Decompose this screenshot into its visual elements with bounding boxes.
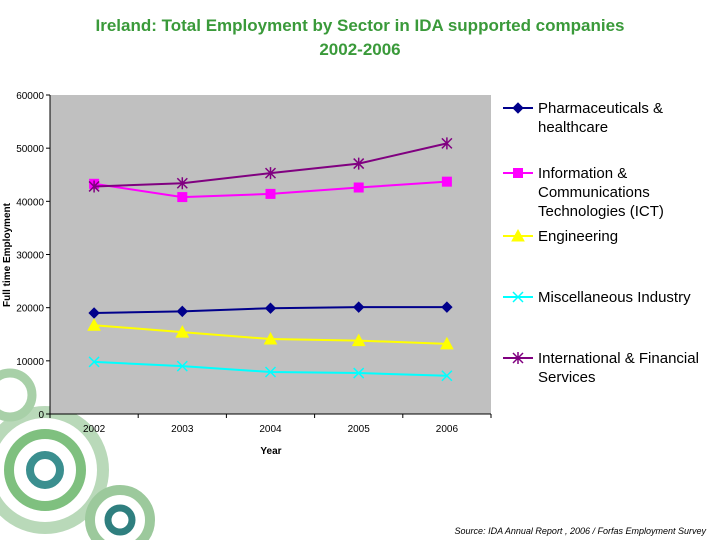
data-point <box>88 356 100 368</box>
y-tick-label: 50000 <box>16 144 44 155</box>
data-point <box>441 176 452 187</box>
legend-label-line: Technologies (ICT) <box>538 203 664 220</box>
data-point <box>177 192 188 203</box>
data-point <box>88 180 100 193</box>
legend-entry: International & Financial Services <box>503 350 699 386</box>
chart-title: Ireland: Total Employment by Sector in I… <box>0 14 720 62</box>
chart-subtitle: 2002-2006 <box>319 40 401 59</box>
data-point <box>441 370 453 382</box>
legend-label: Pharmaceuticals & healthcare <box>538 100 663 136</box>
legend-marker <box>512 102 524 114</box>
legend-entry: Information & Communications Technologies … <box>503 165 664 220</box>
data-point <box>441 301 453 313</box>
data-point <box>440 336 454 350</box>
series-5 <box>88 137 453 193</box>
legend-label: International & Financial Services <box>538 350 699 386</box>
x-tick-label: 2003 <box>171 424 194 435</box>
legend-label-line: Information & <box>538 165 627 182</box>
plot-area <box>50 95 491 414</box>
data-point <box>352 301 365 313</box>
data-point <box>353 157 365 170</box>
legend-label: Miscellaneous Industry <box>538 289 691 306</box>
y-tick-label: 10000 <box>16 357 44 368</box>
legend-marker <box>511 228 525 242</box>
legend-entry: Engineering <box>503 228 618 245</box>
data-point <box>264 366 277 378</box>
x-tick-label: 2005 <box>348 424 371 435</box>
legend-entry: Pharmaceuticals & healthcare <box>503 100 663 136</box>
legend-label: Engineering <box>538 228 618 245</box>
data-point <box>263 331 278 345</box>
data-point <box>87 318 101 331</box>
data-point <box>441 137 453 150</box>
legend-label-line: Engineering <box>538 228 618 245</box>
y-tick-label: 20000 <box>16 304 44 315</box>
legend-marker <box>513 168 523 178</box>
series-layer <box>87 137 454 382</box>
legend-label-line: Pharmaceuticals & <box>538 100 663 117</box>
legend-marker <box>512 291 524 303</box>
x-tick-label: 2002 <box>83 424 106 435</box>
chart-title-line: Ireland: Total Employment by Sector in I… <box>95 16 625 35</box>
data-point <box>176 177 188 190</box>
y-tick-label: 0 <box>38 410 44 421</box>
legend: Pharmaceuticals & healthcare Information &… <box>503 100 699 386</box>
data-point <box>353 182 364 193</box>
data-point <box>176 305 189 318</box>
series-1 <box>88 301 453 319</box>
legend-label-line: Services <box>538 369 596 386</box>
legend-label-line: Communications <box>538 184 650 201</box>
series-3 <box>87 318 454 350</box>
x-axis-title: Year <box>260 446 281 457</box>
decorative-spiral <box>0 368 155 540</box>
legend-entry: Miscellaneous Industry <box>503 289 691 306</box>
legend-label: Information & Communications Technologies … <box>538 165 664 220</box>
data-point <box>175 325 190 338</box>
x-tick-label: 2006 <box>436 424 459 435</box>
y-tick-label: 30000 <box>16 251 44 262</box>
data-point <box>265 188 276 199</box>
legend-label-line: International & Financial <box>538 350 699 367</box>
x-axis: 2002 2003 2004 2005 2006 <box>49 413 492 435</box>
y-tick-label: 40000 <box>16 197 44 208</box>
x-tick-label: 2004 <box>259 424 282 435</box>
y-axis-title: Full time Employment <box>2 202 13 307</box>
legend-label-line: healthcare <box>538 119 608 136</box>
legend-label-line: Miscellaneous Industry <box>538 289 691 306</box>
data-point <box>176 360 188 372</box>
data-point <box>88 307 100 319</box>
series-4 <box>88 356 453 382</box>
legend-marker <box>512 352 524 364</box>
y-tick-label: 60000 <box>16 91 44 102</box>
data-point <box>353 367 365 379</box>
source-note: Source: IDA Annual Report , 2006 / Forfa… <box>454 526 706 536</box>
y-axis: 0 10000 20000 30000 40000 50000 60000 <box>16 91 51 421</box>
data-point <box>264 302 277 314</box>
data-point <box>351 333 366 347</box>
data-point <box>264 167 277 180</box>
